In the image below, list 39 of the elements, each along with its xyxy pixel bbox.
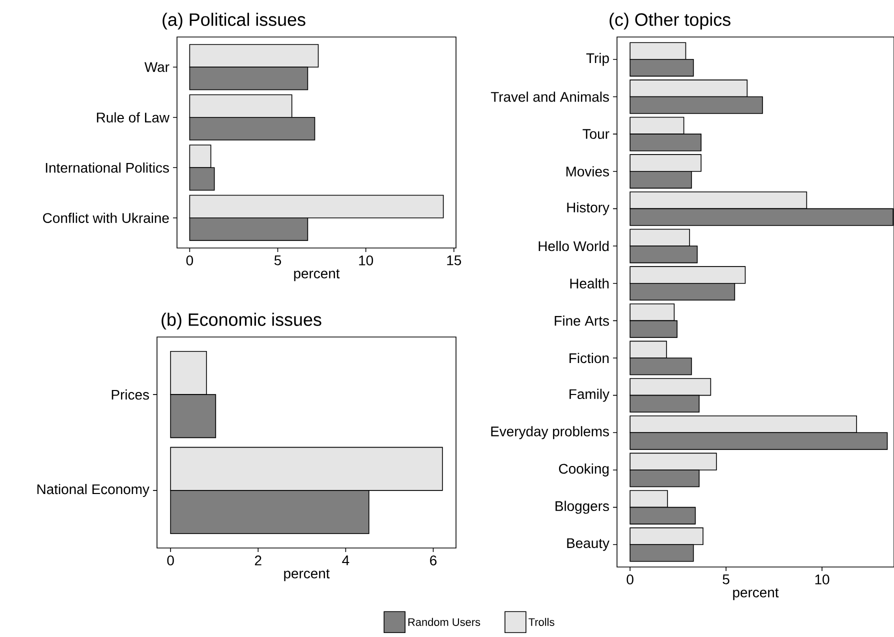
- x-tick-label: 2: [254, 556, 262, 566]
- y-tick-label: Travel and Animals: [490, 92, 609, 102]
- legend-label: Random Users: [408, 618, 480, 626]
- x-tick-label: 15: [447, 256, 462, 266]
- x-tick-label: 10: [359, 256, 374, 266]
- y-tick-label: Cooking: [559, 463, 609, 476]
- x-tick-label: 5: [722, 574, 730, 584]
- chart-title: (a) Political issues: [162, 12, 306, 30]
- y-tick-label: Fine Arts: [554, 316, 609, 326]
- y-tick-label: Movies: [566, 166, 609, 176]
- x-tick-label: 5: [274, 256, 282, 266]
- y-tick-label: Beauty: [567, 538, 610, 551]
- y-tick-label: Tour: [582, 129, 610, 139]
- y-tick-label: History: [567, 202, 610, 216]
- x-tick-label: 10: [815, 574, 830, 584]
- x-tick-label: 0: [167, 556, 174, 566]
- chart-title: (c) Other topics: [610, 12, 730, 30]
- x-tick-label: 4: [342, 556, 350, 566]
- chart-title: (b) Economic issues: [162, 312, 322, 330]
- x-tick-label: 0: [186, 256, 194, 266]
- legend-label: Trolls: [528, 618, 554, 626]
- y-tick-label: War: [144, 62, 170, 72]
- y-tick-label: Everyday problems: [491, 426, 609, 440]
- y-tick-label: Health: [570, 278, 609, 288]
- y-tick-label: Trip: [586, 52, 609, 66]
- y-tick-label: Conflict with Ukraine: [43, 212, 169, 223]
- y-tick-label: Prices: [112, 389, 149, 400]
- y-tick-label: Family: [570, 388, 610, 402]
- y-tick-label: Rule of Law: [96, 112, 170, 123]
- x-tick-label: 6: [430, 556, 437, 566]
- y-tick-label: Hello World: [538, 240, 609, 252]
- x-axis-title: percent: [284, 569, 330, 582]
- y-tick-label: National Economy: [37, 484, 150, 497]
- x-tick-label: 0: [626, 574, 634, 584]
- x-axis-title: percent: [294, 269, 340, 282]
- x-axis-title: percent: [733, 588, 779, 600]
- y-tick-label: Bloggers: [556, 500, 609, 514]
- y-tick-label: Fiction: [570, 352, 609, 364]
- y-tick-label: International Politics: [46, 162, 169, 173]
